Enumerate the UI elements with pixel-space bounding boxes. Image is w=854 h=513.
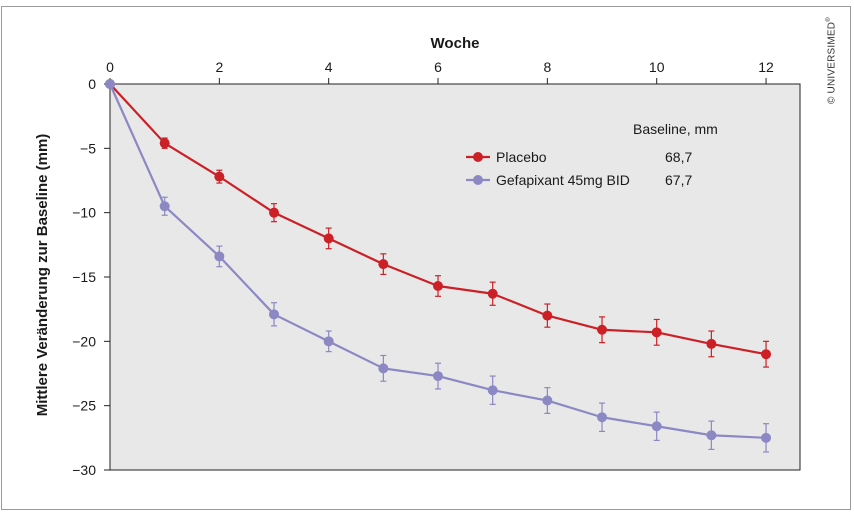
data-point: [323, 336, 334, 347]
legend-swatch-marker: [473, 175, 483, 185]
y-tick-label: −5: [80, 140, 96, 156]
data-point: [214, 171, 225, 182]
data-point: [378, 363, 389, 374]
data-point: [542, 395, 553, 406]
series-placebo: [105, 79, 772, 368]
y-tick-label: −20: [72, 333, 96, 349]
x-tick-label: 4: [325, 59, 333, 75]
data-point: [597, 412, 608, 423]
plot-area: [109, 83, 801, 471]
data-point: [214, 251, 225, 262]
data-point: [597, 324, 608, 335]
data-point: [269, 207, 280, 218]
copyright-text: © UNIVERSIMED: [826, 21, 838, 104]
data-point: [761, 349, 772, 360]
y-axis-title: Mittlere Veränderung zur Baseline (mm): [34, 134, 51, 417]
legend-swatch-marker: [473, 152, 483, 162]
legend-baseline-value: 67,7: [665, 172, 692, 188]
legend-label: Gefapixant 45mg BID: [496, 172, 630, 188]
data-point: [105, 79, 115, 89]
data-point: [159, 201, 170, 212]
data-point: [706, 338, 717, 349]
y-tick-label: −25: [72, 398, 96, 414]
data-point: [651, 327, 662, 338]
data-point: [159, 138, 170, 149]
x-tick-label: 8: [543, 59, 551, 75]
data-point: [487, 288, 498, 299]
series-gefapixant: [105, 79, 772, 453]
data-point: [378, 259, 389, 270]
x-tick-label: 12: [758, 59, 774, 75]
data-point: [433, 371, 444, 382]
x-axis-title: Woche: [431, 35, 480, 52]
data-point: [651, 421, 662, 432]
legend: Baseline, mm Placebo 68,7 Gefapixant 45mg B…: [466, 121, 718, 188]
registered-mark: ®: [826, 17, 832, 22]
data-point: [706, 430, 717, 441]
figure-frame: [1, 6, 851, 510]
legend-header: Baseline, mm: [633, 121, 718, 137]
y-tick-label: 0: [88, 76, 96, 92]
data-point: [433, 281, 444, 292]
data-point: [542, 310, 553, 321]
x-tick-label: 6: [434, 59, 442, 75]
legend-baseline-value: 68,7: [665, 149, 692, 165]
data-point: [269, 309, 280, 320]
y-tick-label: −30: [72, 462, 96, 478]
data-point: [323, 233, 334, 244]
data-point: [487, 385, 498, 396]
y-tick-label: −10: [72, 205, 96, 221]
x-tick-label: 0: [106, 59, 114, 75]
y-tick-label: −15: [72, 269, 96, 285]
data-point: [761, 432, 772, 443]
copyright-notice: © UNIVERSIMED®: [826, 17, 837, 104]
x-tick-label: 10: [649, 59, 665, 75]
legend-label: Placebo: [496, 149, 547, 165]
x-tick-label: 2: [215, 59, 223, 75]
